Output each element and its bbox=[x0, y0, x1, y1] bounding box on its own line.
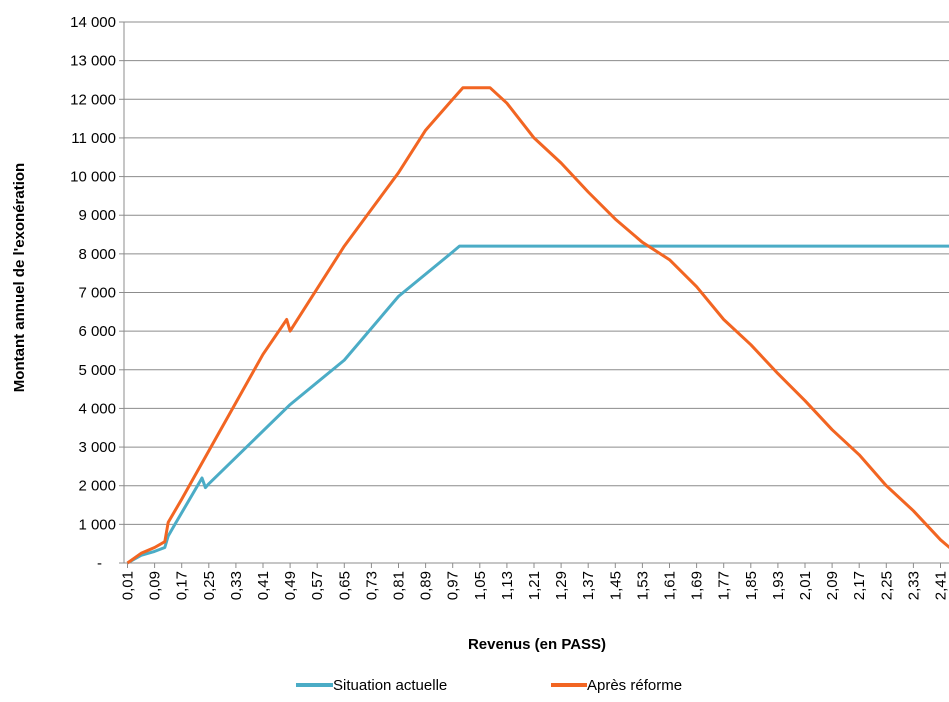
y-tick-label: 10 000 bbox=[70, 169, 116, 186]
y-tick-label: 1 000 bbox=[78, 516, 116, 533]
x-tick-label: 1,45 bbox=[607, 571, 624, 600]
y-tick-label: 14 000 bbox=[70, 14, 116, 31]
x-tick-label: 0,57 bbox=[309, 571, 326, 600]
x-tick-label: 1,93 bbox=[770, 571, 787, 600]
x-tick-label: 0,01 bbox=[120, 571, 137, 600]
y-tick-label: 8 000 bbox=[78, 246, 116, 263]
legend-label-situation-actuelle: Situation actuelle bbox=[333, 677, 447, 694]
y-axis-title: Montant annuel de l'exonération bbox=[11, 163, 28, 392]
x-tick-label: 2,33 bbox=[905, 571, 922, 600]
y-tick-label: 7 000 bbox=[78, 285, 116, 302]
y-tick-label: 11 000 bbox=[71, 130, 116, 147]
y-tick-label: 13 000 bbox=[70, 53, 116, 70]
x-tick-label: 2,01 bbox=[797, 571, 814, 600]
series-line-situation-actuelle bbox=[126, 244, 949, 565]
y-axis-ticks: - 1 000 2 000 3 000 4 000 5 000 6 000 7 000 8 00… bbox=[70, 14, 124, 572]
x-axis-title: Revenus (en PASS) bbox=[468, 636, 606, 653]
x-tick-label: 1,21 bbox=[526, 571, 543, 600]
x-tick-label: 0,81 bbox=[391, 571, 408, 600]
x-tick-label: 1,69 bbox=[689, 571, 706, 600]
x-tick-label: 1,05 bbox=[472, 571, 489, 600]
x-tick-label: 1,29 bbox=[553, 571, 570, 600]
x-tick-label: 2,25 bbox=[878, 571, 895, 600]
x-tick-label: 0,41 bbox=[255, 571, 272, 600]
x-tick-label: 0,89 bbox=[418, 571, 435, 600]
x-tick-label: 0,65 bbox=[336, 571, 353, 600]
y-tick-label: - bbox=[97, 555, 102, 572]
legend: Situation actuelle Après réforme bbox=[296, 677, 682, 694]
x-tick-label: 1,77 bbox=[716, 571, 733, 600]
x-tick-label: 1,53 bbox=[634, 571, 651, 600]
series-line-apres-reforme bbox=[126, 86, 949, 565]
y-tick-label: 4 000 bbox=[78, 400, 116, 417]
x-tick-label: 0,49 bbox=[282, 571, 299, 600]
y-tick-label: 2 000 bbox=[78, 478, 116, 495]
x-tick-label: 2,41 bbox=[933, 571, 949, 600]
y-tick-label: 6 000 bbox=[78, 323, 116, 340]
y-tick-label: 5 000 bbox=[78, 362, 116, 379]
x-tick-label: 2,17 bbox=[851, 571, 868, 600]
x-tick-label: 0,73 bbox=[363, 571, 380, 600]
x-tick-label: 0,33 bbox=[228, 571, 245, 600]
x-tick-label: 1,85 bbox=[743, 571, 760, 600]
x-tick-label: 1,61 bbox=[662, 571, 679, 600]
gridlines bbox=[124, 21, 949, 525]
x-tick-label: 1,13 bbox=[499, 571, 516, 600]
x-tick-label: 0,09 bbox=[147, 571, 164, 600]
x-tick-label: 0,25 bbox=[201, 571, 218, 600]
y-tick-label: 3 000 bbox=[78, 439, 116, 456]
y-tick-label: 9 000 bbox=[78, 207, 116, 224]
x-tick-label: 1,37 bbox=[580, 571, 597, 600]
x-tick-label: 2,09 bbox=[824, 571, 841, 600]
series-lines bbox=[126, 86, 949, 565]
x-tick-label: 0,17 bbox=[174, 571, 191, 600]
y-tick-label: 12 000 bbox=[70, 91, 116, 108]
x-axis-ticks: 0,01 0,09 0,17 0,25 0,33 0,41 0,49 0,57 0,65 0,73… bbox=[120, 563, 949, 600]
legend-label-apres-reforme: Après réforme bbox=[587, 677, 682, 694]
x-tick-label: 0,97 bbox=[445, 571, 462, 600]
